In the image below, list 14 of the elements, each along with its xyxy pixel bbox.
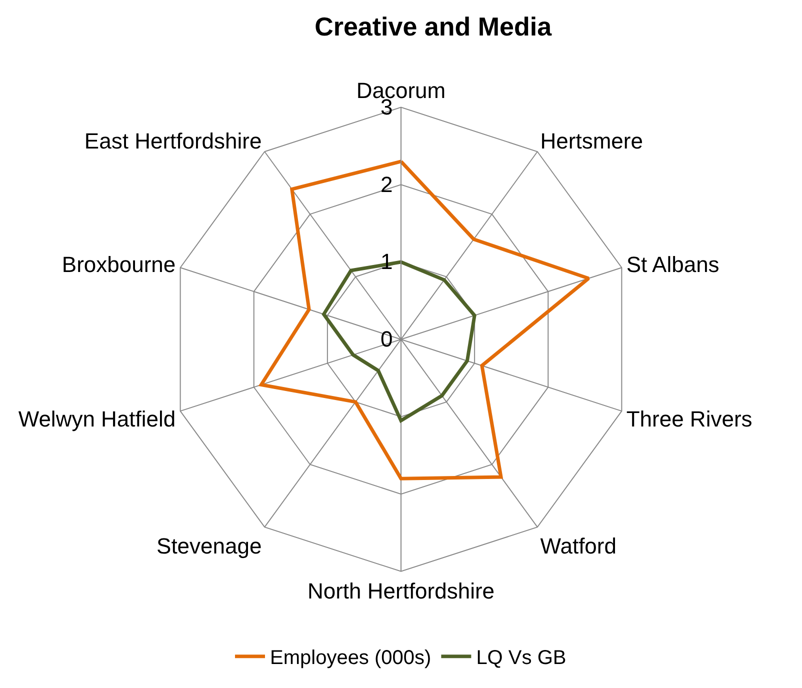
spoke-label: St Albans: [626, 252, 720, 278]
spoke-label: Broxbourne: [62, 252, 176, 278]
spoke-label: Watford: [540, 533, 616, 558]
legend-label: LQ Vs GB: [476, 647, 566, 670]
spoke-label: Hertsmere: [540, 128, 643, 154]
y-tick-label: 2: [380, 172, 393, 197]
chart-title: Creative and Media: [314, 11, 552, 42]
legend-label: Employees (000s): [270, 647, 432, 670]
spoke-label: Three Rivers: [626, 406, 752, 432]
spoke-label: Stevenage: [156, 533, 262, 558]
spoke-label: East Hertfordshire: [84, 128, 262, 154]
y-tick-label: 0: [380, 326, 393, 352]
spoke-label: North Hertfordshire: [307, 578, 495, 604]
spoke-label: Welwyn Hatfield: [18, 406, 176, 432]
